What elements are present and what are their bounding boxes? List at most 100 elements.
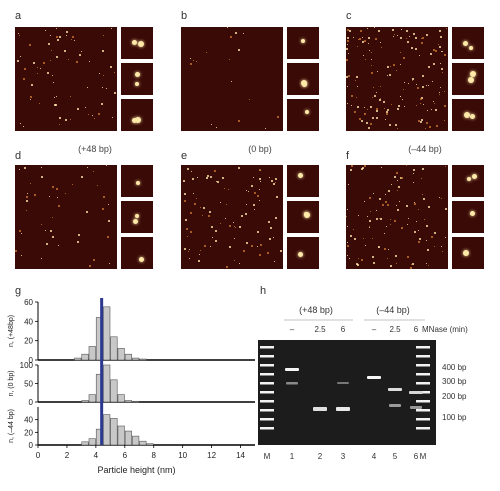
band-lane-5-minor (389, 404, 401, 407)
hist-2-ylabel: n, (0 bp) (8, 370, 15, 396)
x-tick-label: 10 (178, 451, 187, 460)
band-lane-1-main (285, 368, 299, 371)
hist-1-ylabel: n, (+48bp) (8, 315, 15, 347)
hist-2-bar (132, 400, 140, 403)
size-marker: 400 bp (442, 363, 467, 372)
panel-label-c: c (346, 10, 352, 22)
hist-1-ytick-label: 60 (24, 298, 33, 307)
ladder-band (260, 400, 274, 403)
band-lane-2-main (313, 407, 327, 411)
ladder-band (260, 391, 274, 394)
panel-label-d: d (15, 150, 22, 162)
afm-inset-f-1 (452, 165, 484, 197)
ladder-band (416, 418, 430, 421)
hist-3-bar (146, 443, 154, 446)
caption-plus48: (+48 bp) (78, 144, 112, 154)
lane-label: M (264, 452, 271, 461)
afm-image-c (346, 27, 448, 131)
treatment-value: – (290, 325, 295, 334)
ladder-band (416, 355, 430, 358)
band-lane-1-minor (286, 382, 298, 385)
band-lane-3-main (336, 407, 350, 411)
hist-3-ylabel: n, (–44 bp) (8, 409, 15, 443)
hist-2-bar (117, 394, 125, 403)
lane-label: 6 (414, 452, 419, 461)
band-lane-3-minor (337, 382, 349, 384)
hist-3-bar (110, 418, 118, 446)
ladder-band (416, 346, 430, 349)
ladder-band (416, 373, 430, 376)
afm-inset-a-1 (121, 27, 153, 59)
ladder-band (260, 418, 274, 421)
hist-1-bar (132, 357, 140, 361)
size-marker: 300 bp (442, 377, 467, 386)
x-tick-label: 12 (207, 451, 216, 460)
hist-1-bar (81, 353, 89, 361)
afm-inset-c-1 (452, 27, 484, 59)
afm-inset-e-3 (287, 237, 319, 269)
panel-label-a: a (15, 10, 22, 22)
treatment-value: 2.5 (389, 325, 401, 334)
hist-1-ytick-label: 20 (24, 337, 33, 346)
ladder-band (260, 346, 274, 349)
afm-inset-f-3 (452, 237, 484, 269)
ladder-band (260, 364, 274, 367)
x-tick-label: 14 (236, 451, 245, 460)
afm-image-e (181, 165, 283, 269)
panel-label-b: b (181, 10, 188, 22)
hist-1-bar (117, 348, 125, 361)
band-lane-4-main (367, 376, 381, 379)
hist-3-bar (132, 435, 140, 446)
treatment-value: 2.5 (314, 325, 326, 334)
lane-label: 4 (372, 452, 377, 461)
panel-label-e: e (181, 150, 188, 162)
lane-label: 5 (393, 452, 398, 461)
ladder-band (260, 373, 274, 376)
hist-1-bar (110, 336, 118, 361)
gel-group-label-1: (+48 bp) (299, 305, 333, 315)
afm-inset-b-3 (287, 99, 319, 131)
afm-inset-c-3 (452, 99, 484, 131)
band-lane-5-main (388, 388, 402, 391)
panel-label-g: g (15, 285, 22, 297)
lane-label: 2 (318, 452, 323, 461)
hist-2-bar (103, 364, 111, 403)
caption-zero: (0 bp) (248, 144, 272, 154)
afm-image-d (15, 165, 117, 269)
hist-2-ytick-label: 50 (24, 380, 33, 389)
ladder-band (416, 409, 430, 412)
ladder-band (260, 427, 274, 430)
afm-inset-b-1 (287, 27, 319, 59)
hist-2-bar (81, 400, 89, 403)
hist-2-bar (124, 400, 132, 403)
gel-treatment-label: MNase (min) (422, 325, 468, 334)
treatment-value: – (372, 325, 377, 334)
hist-1-bar (74, 357, 82, 361)
hist-1-bar (103, 306, 111, 361)
ladder-band (260, 355, 274, 358)
hist-3-bar (103, 414, 111, 446)
band-lane-6-main (409, 391, 423, 394)
lane-label: 3 (341, 452, 346, 461)
hist-3-ytick-label: 20 (24, 428, 33, 437)
afm-inset-a-2 (121, 63, 153, 95)
hist-3-bar (124, 430, 132, 446)
band-lane-6-minor (410, 406, 422, 409)
afm-inset-d-1 (121, 165, 153, 197)
ladder-band (416, 382, 430, 385)
size-marker: 100 bp (442, 413, 467, 422)
treatment-value: 6 (414, 325, 419, 334)
afm-inset-f-2 (452, 201, 484, 233)
hist-3-ytick-label: 40 (24, 416, 33, 425)
gel-background (258, 340, 436, 445)
hist-1-ytick-label: 40 (24, 317, 33, 326)
hist-2-bar (110, 379, 118, 403)
ladder-band (416, 427, 430, 430)
hist-3-bar (81, 441, 89, 446)
hist-2-bar (88, 394, 96, 403)
hist-3-bar (139, 440, 147, 446)
gel-group-label-2: (–44 bp) (376, 305, 410, 315)
size-marker: 200 bp (442, 392, 467, 401)
panel-label-f: f (346, 150, 350, 162)
